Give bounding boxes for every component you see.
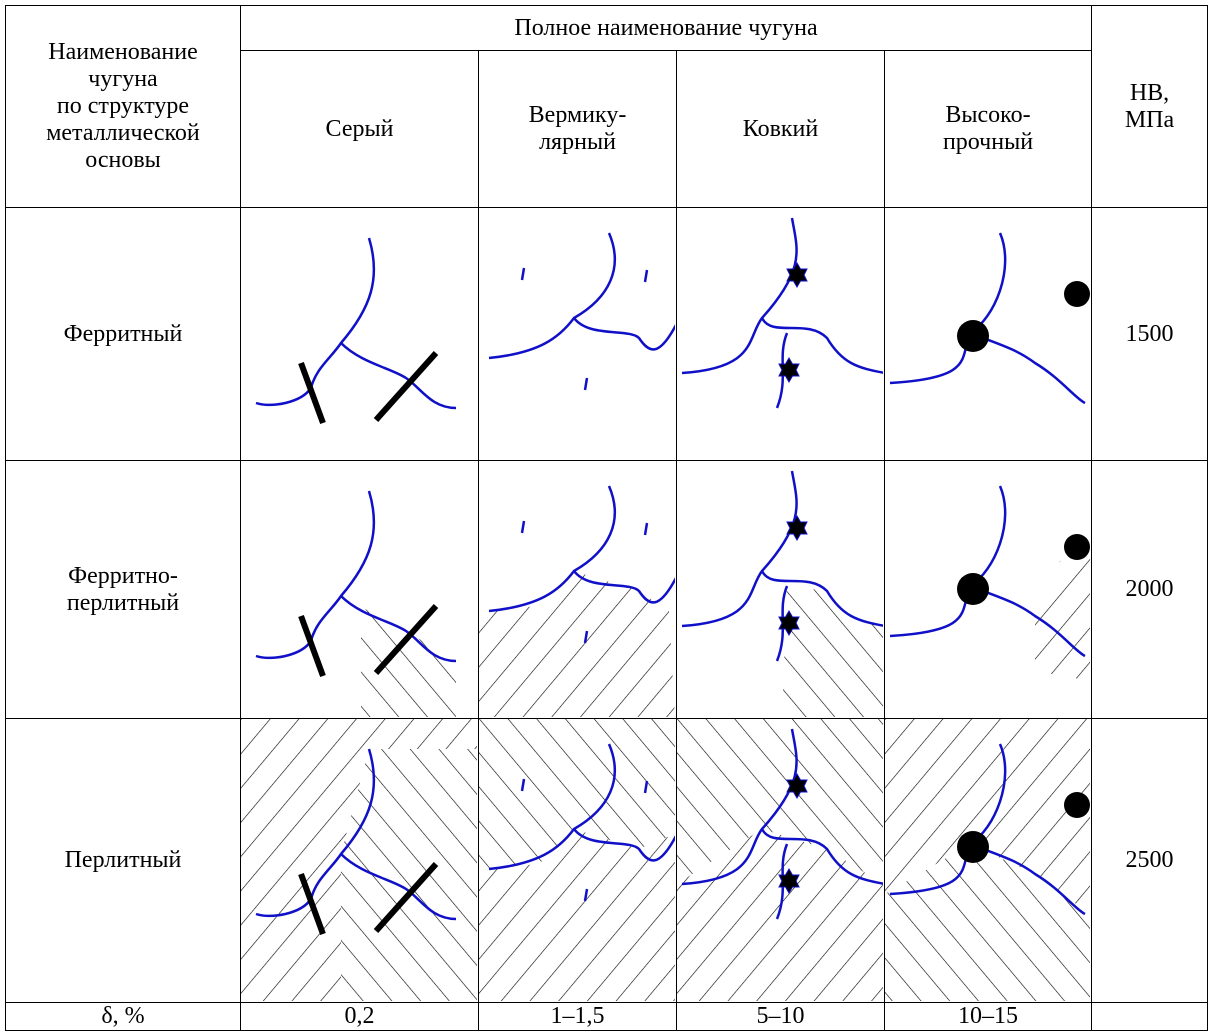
header-cell: Ковкий xyxy=(676,50,885,208)
row-label: Ферритный xyxy=(5,207,241,461)
header-cell: Серый xyxy=(240,50,479,208)
hardness: 2000 xyxy=(1091,460,1208,719)
footer-value: 0,2 xyxy=(240,1002,479,1031)
hardness: 1500 xyxy=(1091,207,1208,461)
header-cell: Вермику- лярный xyxy=(478,50,677,208)
header-cell: Полное наименование чугуна xyxy=(240,5,1092,51)
row-label: Ферритно- перлитный xyxy=(5,460,241,719)
footer-label: δ, % xyxy=(5,1002,241,1031)
hardness: 2500 xyxy=(1091,718,1208,1003)
footer-value: 1–1,5 xyxy=(478,1002,677,1031)
header-cell: НВ, МПа xyxy=(1091,5,1208,208)
row-label: Перлитный xyxy=(5,718,241,1003)
cast-iron-table: Наименование чугуна по структуре металли… xyxy=(5,5,1208,1031)
footer-value: 10–15 xyxy=(884,1002,1092,1031)
footer-value: 5–10 xyxy=(676,1002,885,1031)
header-cell: Высоко- прочный xyxy=(884,50,1092,208)
header-cell: Наименование чугуна по структуре металли… xyxy=(5,5,241,208)
